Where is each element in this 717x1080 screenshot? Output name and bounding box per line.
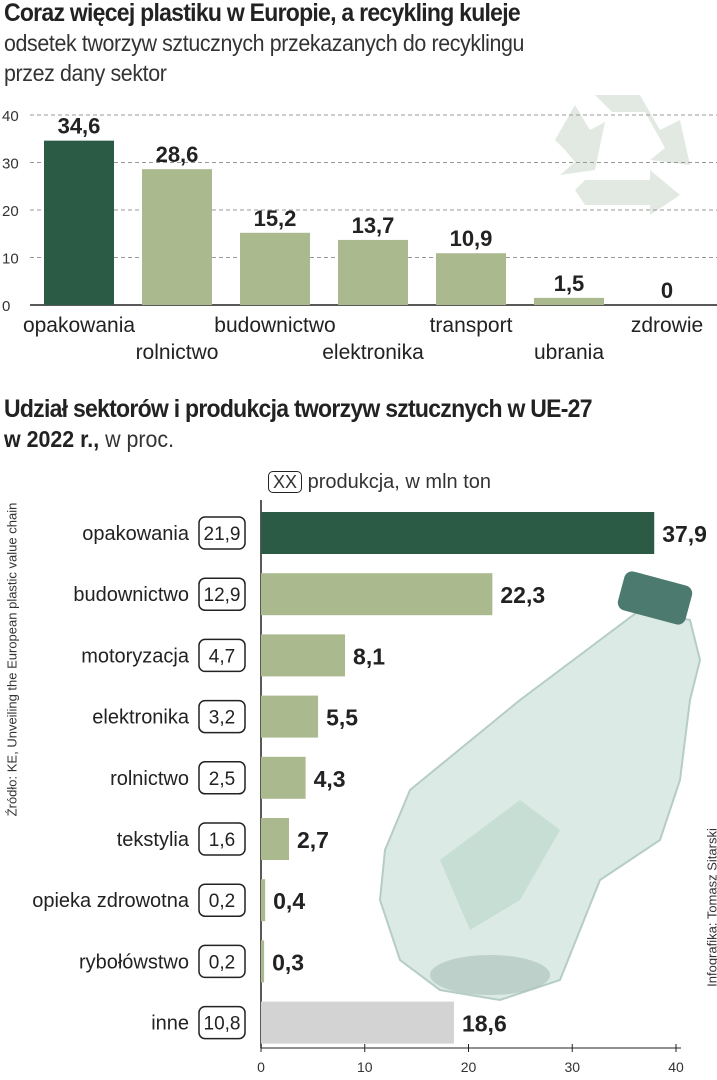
bar-motoryzacja: [261, 634, 346, 677]
x-tick-label: 30: [564, 1059, 580, 1075]
production-value: 1,6: [209, 830, 235, 851]
value-label: 34,6: [58, 114, 101, 139]
production-value: 12,9: [204, 585, 241, 606]
value-label: 4,3: [314, 766, 346, 792]
y-tick-label: 0: [2, 298, 10, 315]
value-label: 15,2: [254, 206, 297, 231]
production-value: 0,2: [209, 952, 235, 973]
bar-ubrania: [534, 297, 604, 305]
x-tick-label: 10: [357, 1059, 373, 1075]
x-tick-label: 0: [257, 1059, 265, 1075]
bar-opakowania: [261, 512, 655, 554]
bar-budownictwo: [261, 573, 493, 616]
bar-rolnictwo: [142, 169, 212, 305]
y-tick-label: 30: [2, 156, 19, 173]
bar-opieka zdrowotna: [261, 879, 266, 922]
chart2-title-unit: w proc.: [99, 426, 175, 452]
legend-label: produkcja, w mln ton: [307, 471, 491, 493]
category-label: opieka zdrowotna: [32, 890, 190, 912]
value-label: 5,5: [326, 705, 358, 731]
value-label: 0,3: [272, 949, 304, 975]
y-tick-label: 40: [2, 108, 19, 125]
recycle-icon: [555, 95, 690, 215]
category-label: motoryzacja: [81, 645, 190, 667]
category-label: elektronika: [322, 341, 424, 364]
production-box: [198, 944, 246, 979]
chart2-title: Udział sektorów i produkcja tworzyw sztu…: [4, 395, 593, 423]
production-box: [198, 761, 246, 795]
chart1-subtitle-line1: odsetek tworzyw sztucznych przekazanych …: [4, 30, 525, 56]
production-box: [198, 638, 246, 673]
category-label: opakowania: [82, 523, 190, 545]
value-label: 13,7: [352, 213, 395, 238]
bar-rybołówstwo: [261, 940, 265, 983]
category-label: elektronika: [92, 707, 190, 729]
value-label: 10,9: [450, 226, 493, 251]
plastic-bottle-image: [378, 571, 702, 1002]
production-value: 0,2: [209, 891, 235, 912]
value-label: 0,4: [273, 888, 305, 914]
bar-tekstylia: [261, 818, 290, 860]
category-label: rybołówstwo: [79, 951, 189, 973]
category-label: budownictwo: [214, 314, 335, 337]
production-box: [198, 883, 246, 917]
production-value: 4,7: [209, 646, 235, 667]
chart1-subtitle-line2: przez dany sektor: [4, 60, 167, 86]
production-value: 2,5: [209, 769, 235, 790]
production-box: [198, 1005, 246, 1040]
bar-elektronika: [261, 695, 319, 738]
chart1: 0 10 20 30 40 34,6 opakowania 28,6 rolnictwo 15,2…: [2, 108, 717, 364]
chart2: 0 10 20 30 40 37,9 21,9 opakowania 22,3 12,9 budow…: [32, 500, 707, 1075]
category-label: zdrowie: [631, 314, 703, 337]
category-label: budownictwo: [73, 584, 189, 606]
production-value: 10,8: [204, 1014, 241, 1035]
value-label: 22,3: [500, 582, 545, 608]
bar-opakowania: [44, 140, 114, 305]
production-box: [198, 822, 246, 856]
legend-box: XX: [268, 471, 303, 493]
value-label: 2,7: [297, 827, 329, 853]
bar-budownictwo: [240, 232, 310, 305]
chart2-title-year: w 2022 r.,: [4, 426, 100, 452]
value-label: 18,6: [462, 1011, 507, 1037]
bar-inne: [261, 1001, 454, 1044]
category-label: rolnictwo: [110, 768, 189, 790]
value-label: 37,9: [662, 521, 707, 547]
y-tick-label: 10: [2, 251, 19, 268]
value-label: 28,6: [156, 142, 199, 167]
category-label: tekstylia: [117, 829, 190, 851]
value-label: 0: [661, 278, 673, 303]
production-value: 21,9: [204, 524, 241, 545]
production-box: [198, 699, 246, 734]
bar-transport: [436, 253, 506, 305]
bar-elektronika: [338, 239, 408, 305]
category-label: transport: [430, 314, 513, 337]
category-label: opakowania: [23, 314, 135, 337]
value-label: 1,5: [554, 271, 585, 296]
bar-rolnictwo: [261, 756, 306, 799]
x-tick-label: 20: [461, 1059, 477, 1075]
category-label: inne: [151, 1013, 189, 1035]
production-box: [198, 516, 246, 550]
value-label: 8,1: [353, 643, 385, 669]
category-label: rolnictwo: [136, 341, 219, 364]
y-tick-label: 20: [2, 203, 19, 220]
chart2-legend: XX produkcja, w mln ton: [268, 471, 491, 494]
category-label: ubrania: [534, 341, 604, 364]
chart1-title: Coraz więcej plastiku w Europie, a recyk…: [4, 0, 521, 27]
x-tick-label: 40: [668, 1059, 684, 1075]
production-value: 3,2: [209, 708, 235, 729]
chart2-title-line2: w 2022 r., w proc.: [4, 426, 174, 453]
production-box: [198, 577, 246, 611]
